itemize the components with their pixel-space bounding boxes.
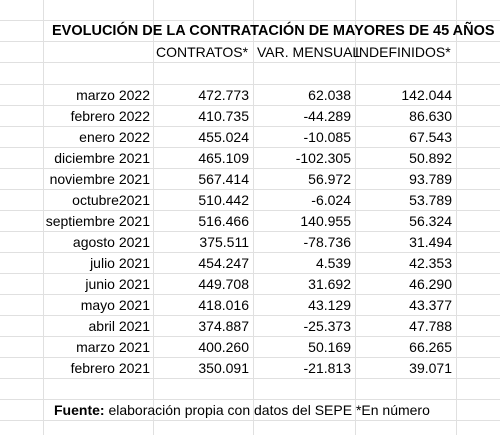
grid-row-line bbox=[0, 399, 500, 400]
cell-mes[interactable]: abril 2021 bbox=[88, 318, 151, 334]
cell-var-mensual[interactable]: 43.129 bbox=[308, 297, 351, 313]
grid-row-line bbox=[0, 231, 500, 232]
cell-indefinidos[interactable]: 46.290 bbox=[409, 276, 452, 292]
cell-var-mensual[interactable]: 50.169 bbox=[308, 339, 351, 355]
cell-indefinidos[interactable]: 67.543 bbox=[409, 129, 452, 145]
cell-indefinidos[interactable]: 53.789 bbox=[409, 192, 452, 208]
cell-mes[interactable]: diciembre 2021 bbox=[54, 150, 150, 166]
cell-indefinidos[interactable]: 31.494 bbox=[409, 234, 452, 250]
footer-text: elaboración propia con datos del SEPE *E… bbox=[104, 402, 430, 418]
grid-row-line bbox=[0, 336, 500, 337]
cell-contratos[interactable]: 375.511 bbox=[199, 234, 249, 250]
cell-var-mensual[interactable]: 62.038 bbox=[308, 87, 351, 103]
grid-row-line bbox=[0, 210, 500, 211]
cell-var-mensual[interactable]: -102.305 bbox=[295, 150, 351, 166]
cell-contratos[interactable]: 567.414 bbox=[198, 171, 249, 187]
cell-contratos[interactable]: 400.260 bbox=[198, 339, 249, 355]
cell-mes[interactable]: agosto 2021 bbox=[72, 234, 150, 250]
cell-contratos[interactable]: 454.247 bbox=[198, 255, 249, 271]
cell-indefinidos[interactable]: 42.353 bbox=[409, 255, 452, 271]
table-title: EVOLUCIÓN DE LA CONTRATACIÓN DE MAYORES … bbox=[52, 23, 495, 39]
cell-indefinidos[interactable]: 66.265 bbox=[409, 339, 452, 355]
grid-row-line bbox=[0, 20, 500, 21]
cell-mes[interactable]: noviembre 2021 bbox=[49, 171, 150, 187]
grid-row-line bbox=[0, 62, 500, 63]
cell-indefinidos[interactable]: 93.789 bbox=[409, 171, 452, 187]
cell-contratos[interactable]: 510.442 bbox=[198, 192, 249, 208]
cell-mes[interactable]: mayo 2021 bbox=[80, 297, 150, 313]
cell-mes[interactable]: enero 2022 bbox=[79, 129, 150, 145]
grid-row-line bbox=[0, 357, 500, 358]
grid-row-line bbox=[0, 378, 500, 379]
grid-row-line bbox=[0, 84, 500, 85]
grid-column-line bbox=[253, 0, 254, 435]
cell-indefinidos[interactable]: 56.324 bbox=[409, 213, 452, 229]
cell-var-mensual[interactable]: 56.972 bbox=[308, 171, 351, 187]
grid-row-line bbox=[0, 168, 500, 169]
footer-label: Fuente: bbox=[54, 402, 105, 418]
cell-contratos[interactable]: 455.024 bbox=[198, 129, 249, 145]
grid-row-line bbox=[0, 315, 500, 316]
cell-contratos[interactable]: 418.016 bbox=[198, 297, 249, 313]
grid-row-line bbox=[0, 126, 500, 127]
grid-row-line bbox=[0, 420, 500, 421]
cell-mes[interactable]: junio 2021 bbox=[85, 276, 150, 292]
grid-column-line bbox=[355, 0, 356, 435]
footer-note: Fuente: elaboración propia con datos del… bbox=[54, 400, 430, 421]
cell-mes[interactable]: septiembre 2021 bbox=[45, 213, 150, 229]
cell-mes[interactable]: julio 2021 bbox=[90, 255, 150, 271]
header-indefinidos[interactable]: INDEFINIDOS* bbox=[355, 44, 451, 60]
cell-indefinidos[interactable]: 47.788 bbox=[409, 318, 452, 334]
grid-row-line bbox=[0, 147, 500, 148]
cell-contratos[interactable]: 374.887 bbox=[198, 318, 249, 334]
cell-contratos[interactable]: 465.109 bbox=[198, 150, 249, 166]
grid-row-line bbox=[0, 189, 500, 190]
grid-row-line bbox=[0, 105, 500, 106]
cell-var-mensual[interactable]: 140.955 bbox=[300, 213, 351, 229]
cell-indefinidos[interactable]: 86.630 bbox=[409, 108, 452, 124]
cell-indefinidos[interactable]: 50.892 bbox=[409, 150, 452, 166]
cell-indefinidos[interactable]: 43.377 bbox=[409, 297, 452, 313]
cell-var-mensual[interactable]: 4.539 bbox=[315, 255, 351, 271]
cell-var-mensual[interactable]: -78.736 bbox=[303, 234, 351, 250]
cell-contratos[interactable]: 472.773 bbox=[198, 87, 249, 103]
cell-contratos[interactable]: 410.735 bbox=[198, 108, 249, 124]
grid-row-line bbox=[0, 273, 500, 274]
cell-contratos[interactable]: 350.091 bbox=[198, 360, 249, 376]
grid-row-line bbox=[0, 294, 500, 295]
cell-mes[interactable]: octubre2021 bbox=[72, 192, 150, 208]
cell-var-mensual[interactable]: -25.373 bbox=[303, 318, 351, 334]
grid-row-line bbox=[0, 252, 500, 253]
cell-indefinidos[interactable]: 39.071 bbox=[409, 360, 452, 376]
cell-var-mensual[interactable]: -44.289 bbox=[303, 108, 351, 124]
cell-contratos[interactable]: 516.466 bbox=[198, 213, 249, 229]
grid-column-line bbox=[456, 0, 457, 435]
cell-mes[interactable]: febrero 2021 bbox=[70, 360, 150, 376]
cell-mes[interactable]: febrero 2022 bbox=[70, 108, 150, 124]
grid-column-line bbox=[153, 0, 154, 435]
cell-mes[interactable]: marzo 2022 bbox=[76, 87, 150, 103]
header-contratos[interactable]: CONTRATOS* bbox=[156, 44, 249, 60]
cell-indefinidos[interactable]: 142.044 bbox=[401, 87, 452, 103]
grid-row-line bbox=[0, 41, 500, 42]
cell-contratos[interactable]: 449.708 bbox=[198, 276, 249, 292]
cell-mes[interactable]: marzo 2021 bbox=[76, 339, 150, 355]
cell-var-mensual[interactable]: 31.692 bbox=[308, 276, 351, 292]
cell-var-mensual[interactable]: -10.085 bbox=[303, 129, 351, 145]
cell-var-mensual[interactable]: -21.813 bbox=[303, 360, 351, 376]
header-var-mensual[interactable]: VAR. MENSUAL bbox=[257, 44, 361, 60]
cell-var-mensual[interactable]: -6.024 bbox=[311, 192, 351, 208]
grid-column-line bbox=[43, 0, 44, 435]
